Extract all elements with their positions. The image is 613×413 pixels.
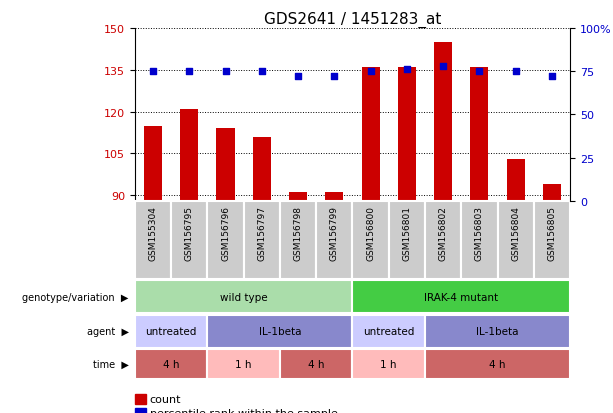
Bar: [470, 68, 489, 201]
FancyBboxPatch shape: [461, 201, 498, 280]
FancyBboxPatch shape: [135, 315, 207, 348]
FancyBboxPatch shape: [135, 280, 352, 313]
Bar: [506, 159, 525, 201]
Text: 1 h: 1 h: [381, 359, 397, 369]
Point: [148, 69, 158, 75]
Bar: [216, 129, 235, 201]
FancyBboxPatch shape: [280, 349, 352, 379]
Text: percentile rank within the sample: percentile rank within the sample: [150, 408, 337, 413]
FancyBboxPatch shape: [207, 349, 280, 379]
FancyBboxPatch shape: [243, 201, 280, 280]
Bar: [253, 138, 271, 201]
Text: GSM156797: GSM156797: [257, 205, 266, 260]
Text: GSM156799: GSM156799: [330, 205, 339, 260]
Text: 1 h: 1 h: [235, 359, 252, 369]
Point: [438, 64, 448, 70]
FancyBboxPatch shape: [352, 201, 389, 280]
Text: GSM156800: GSM156800: [366, 205, 375, 260]
FancyBboxPatch shape: [389, 201, 425, 280]
Bar: [144, 126, 162, 201]
FancyBboxPatch shape: [171, 201, 207, 280]
Point: [511, 69, 520, 75]
Text: agent  ▶: agent ▶: [86, 326, 129, 336]
Text: GSM156796: GSM156796: [221, 205, 230, 260]
FancyBboxPatch shape: [135, 201, 171, 280]
Text: wild type: wild type: [220, 292, 267, 302]
Text: IL-1beta: IL-1beta: [476, 326, 519, 336]
FancyBboxPatch shape: [352, 280, 570, 313]
Text: time  ▶: time ▶: [93, 359, 129, 369]
FancyBboxPatch shape: [425, 201, 461, 280]
Bar: [326, 193, 343, 201]
Text: GSM156805: GSM156805: [547, 205, 557, 260]
Point: [185, 69, 194, 75]
Text: genotype/variation  ▶: genotype/variation ▶: [22, 292, 129, 302]
FancyBboxPatch shape: [425, 315, 570, 348]
FancyBboxPatch shape: [280, 201, 316, 280]
FancyBboxPatch shape: [352, 315, 425, 348]
Text: untreated: untreated: [363, 326, 414, 336]
Text: 4 h: 4 h: [308, 359, 324, 369]
Text: GSM156804: GSM156804: [511, 205, 520, 260]
Title: GDS2641 / 1451283_at: GDS2641 / 1451283_at: [264, 12, 441, 28]
FancyBboxPatch shape: [207, 315, 352, 348]
Point: [402, 67, 412, 74]
Text: GSM156801: GSM156801: [402, 205, 411, 260]
FancyBboxPatch shape: [316, 201, 352, 280]
FancyBboxPatch shape: [135, 349, 207, 379]
Bar: [180, 109, 199, 201]
Text: GSM156803: GSM156803: [475, 205, 484, 260]
Point: [257, 69, 267, 75]
Point: [366, 69, 376, 75]
Bar: [543, 185, 561, 201]
FancyBboxPatch shape: [352, 349, 425, 379]
Bar: [362, 68, 379, 201]
Point: [474, 69, 484, 75]
Bar: [434, 43, 452, 201]
Text: 4 h: 4 h: [163, 359, 180, 369]
Bar: [289, 193, 307, 201]
Point: [547, 74, 557, 81]
Text: GSM156795: GSM156795: [185, 205, 194, 260]
Text: GSM156802: GSM156802: [439, 205, 447, 260]
Text: untreated: untreated: [145, 326, 197, 336]
Point: [221, 69, 230, 75]
Bar: [398, 68, 416, 201]
FancyBboxPatch shape: [207, 201, 243, 280]
Text: IL-1beta: IL-1beta: [259, 326, 301, 336]
Text: count: count: [150, 394, 181, 404]
Text: GSM156798: GSM156798: [294, 205, 303, 260]
FancyBboxPatch shape: [425, 349, 570, 379]
Text: IRAK-4 mutant: IRAK-4 mutant: [424, 292, 498, 302]
Point: [329, 74, 339, 81]
FancyBboxPatch shape: [534, 201, 570, 280]
Point: [293, 74, 303, 81]
Text: GSM155304: GSM155304: [148, 205, 158, 260]
FancyBboxPatch shape: [498, 201, 534, 280]
Text: 4 h: 4 h: [489, 359, 506, 369]
